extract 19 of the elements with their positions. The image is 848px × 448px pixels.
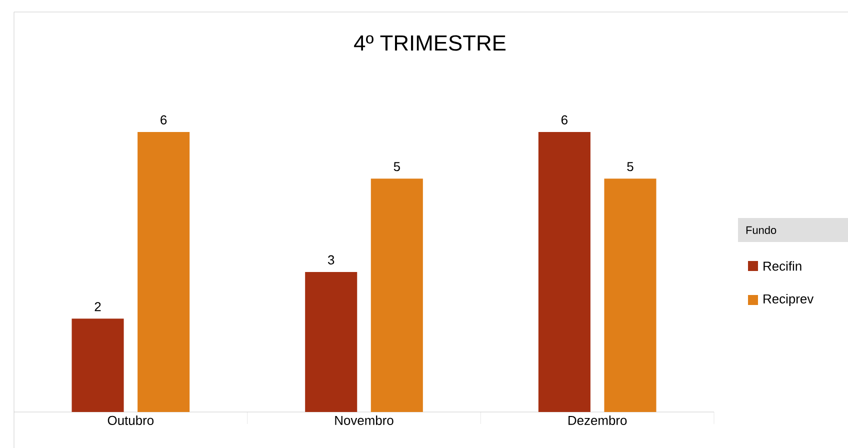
bar bbox=[538, 132, 590, 412]
data-label: 2 bbox=[94, 302, 101, 312]
data-label: 6 bbox=[561, 115, 568, 124]
x-tick-label: Dezembro bbox=[568, 416, 627, 426]
bar bbox=[370, 178, 423, 412]
legend-title: Fundo bbox=[746, 226, 776, 234]
data-label: 3 bbox=[328, 255, 334, 264]
chart-title: 4º TRIMESTRE bbox=[354, 35, 506, 51]
data-label: 5 bbox=[394, 162, 400, 172]
data-label: 5 bbox=[627, 162, 634, 172]
bar bbox=[305, 272, 358, 412]
bar bbox=[604, 178, 656, 412]
legend-label: Recifin bbox=[764, 261, 802, 271]
legend-label: Reciprev bbox=[764, 294, 814, 306]
data-label: 6 bbox=[160, 115, 167, 124]
bar bbox=[72, 318, 124, 412]
x-tick-label: Outubro bbox=[108, 416, 154, 426]
x-tick-label: Novembro bbox=[335, 416, 394, 426]
bar bbox=[138, 132, 190, 412]
